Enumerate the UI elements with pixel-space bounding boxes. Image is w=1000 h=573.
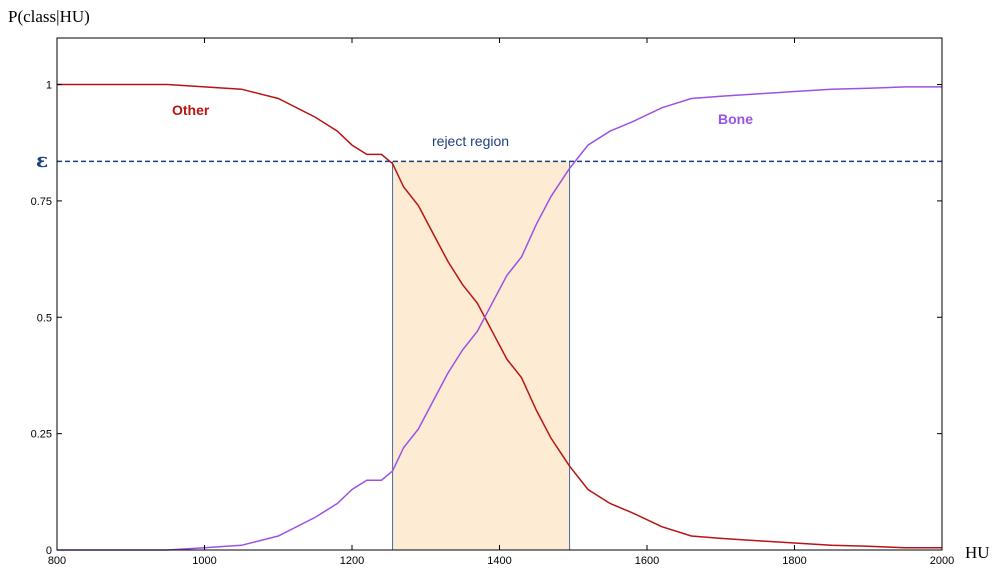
x-tick-label: 2000 — [930, 555, 954, 567]
x-tick-label: 1400 — [487, 555, 511, 567]
series-label-other: Other — [172, 102, 210, 118]
x-tick-label: 1000 — [192, 555, 216, 567]
y-tick-label: 1 — [46, 80, 52, 92]
x-tick-label: 1600 — [635, 555, 659, 567]
epsilon-label: ε — [36, 148, 48, 172]
x-tick-label: 800 — [48, 555, 66, 567]
y-tick-label: 0.75 — [31, 196, 52, 208]
reject-region — [392, 161, 570, 550]
y-axis-title: P(class|HU) — [8, 7, 90, 26]
y-tick-label: 0.25 — [31, 429, 52, 441]
series-line-bone — [57, 86, 942, 551]
series-label-bone: Bone — [718, 111, 753, 127]
axis-ticks: 800 1000 1200 1400 1600 1800 2000 0 0.25 0.5 0.75 1 — [31, 38, 954, 567]
y-tick-label: 0 — [46, 545, 52, 557]
x-axis-title: HU — [965, 543, 990, 562]
reject-region-label: reject region — [432, 133, 509, 149]
y-tick-label: 0.5 — [37, 312, 52, 324]
x-tick-label: 1800 — [782, 555, 806, 567]
x-tick-label: 1200 — [340, 555, 364, 567]
